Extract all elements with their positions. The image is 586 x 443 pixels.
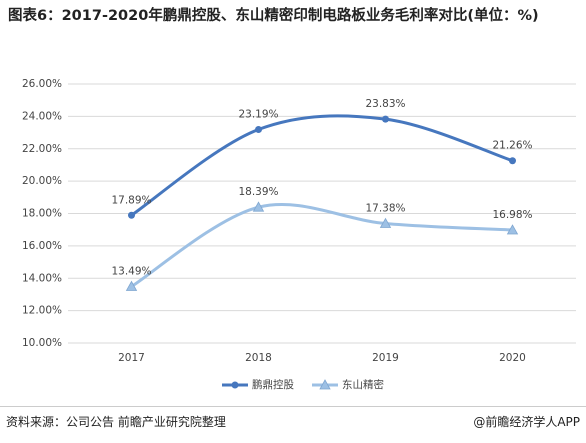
y-tick-label: 20.00% bbox=[22, 175, 62, 187]
data-label: 18.39% bbox=[238, 186, 278, 198]
legend-label: 鹏鼎控股 bbox=[252, 378, 294, 391]
data-label: 23.19% bbox=[238, 108, 278, 120]
divider bbox=[0, 406, 586, 407]
chart-title: 图表6：2017-2020年鹏鼎控股、东山精密印制电路板业务毛利率对比(单位：%… bbox=[8, 8, 539, 24]
y-tick-label: 18.00% bbox=[22, 208, 62, 220]
series-line bbox=[130, 114, 513, 217]
x-tick-label: 2017 bbox=[118, 352, 145, 364]
data-label: 21.26% bbox=[492, 140, 532, 152]
y-tick-label: 10.00% bbox=[22, 337, 62, 349]
data-label: 23.83% bbox=[365, 98, 405, 110]
series-line bbox=[130, 202, 513, 288]
marker bbox=[252, 201, 265, 212]
y-tick-label: 16.00% bbox=[22, 240, 62, 252]
chart: 10.00% 12.00% 14.00% 16.00% 18.00% 20.00% 22.0… bbox=[22, 78, 576, 391]
y-tick-label: 24.00% bbox=[22, 110, 62, 122]
marker bbox=[319, 379, 331, 390]
x-tick-label: 2020 bbox=[499, 352, 526, 364]
marker bbox=[128, 211, 135, 219]
marker bbox=[382, 115, 389, 123]
source-note: 资料来源：公司公告 前瞻产业研究院整理 bbox=[6, 415, 226, 429]
marker bbox=[509, 157, 516, 165]
marker bbox=[379, 217, 392, 228]
data-label: 17.89% bbox=[111, 194, 151, 206]
data-label: 13.49% bbox=[111, 266, 151, 278]
marker bbox=[231, 381, 239, 389]
y-tick-label: 22.00% bbox=[22, 143, 62, 155]
y-tick-label: 26.00% bbox=[22, 78, 62, 90]
y-tick-label: 12.00% bbox=[22, 305, 62, 317]
data-label: 17.38% bbox=[365, 203, 405, 215]
data-label: 16.98% bbox=[492, 209, 532, 221]
x-tick-label: 2019 bbox=[372, 352, 399, 364]
marker bbox=[506, 224, 519, 235]
x-tick-label: 2018 bbox=[245, 352, 272, 364]
y-tick-label: 14.00% bbox=[22, 272, 62, 284]
marker bbox=[255, 125, 262, 133]
marker bbox=[125, 280, 138, 291]
legend-label: 东山精密 bbox=[342, 378, 384, 391]
brand: @前瞻经济学人APP bbox=[473, 415, 580, 429]
